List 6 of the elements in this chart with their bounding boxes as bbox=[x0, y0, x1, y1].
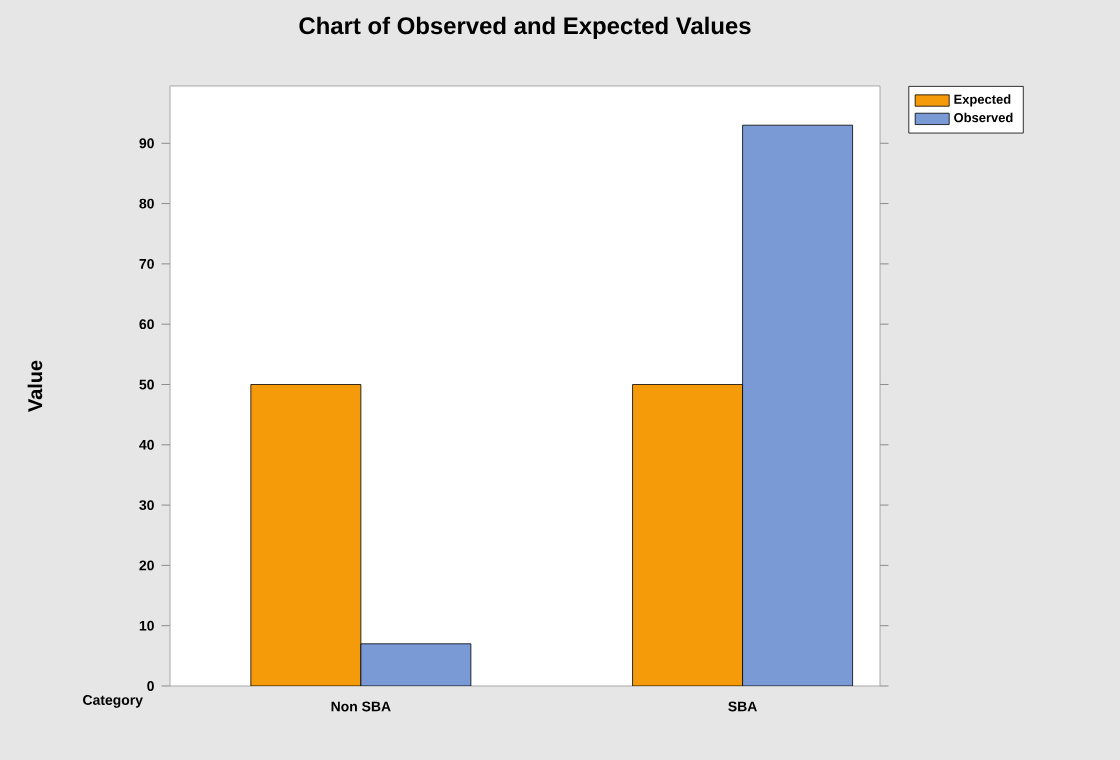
y-axis-title: Value bbox=[27, 360, 43, 412]
bar bbox=[632, 384, 743, 686]
bar bbox=[742, 124, 853, 686]
bar bbox=[360, 643, 472, 686]
bar bbox=[250, 384, 362, 686]
chart-title: Chart of Observed and Expected Values bbox=[299, 16, 751, 39]
